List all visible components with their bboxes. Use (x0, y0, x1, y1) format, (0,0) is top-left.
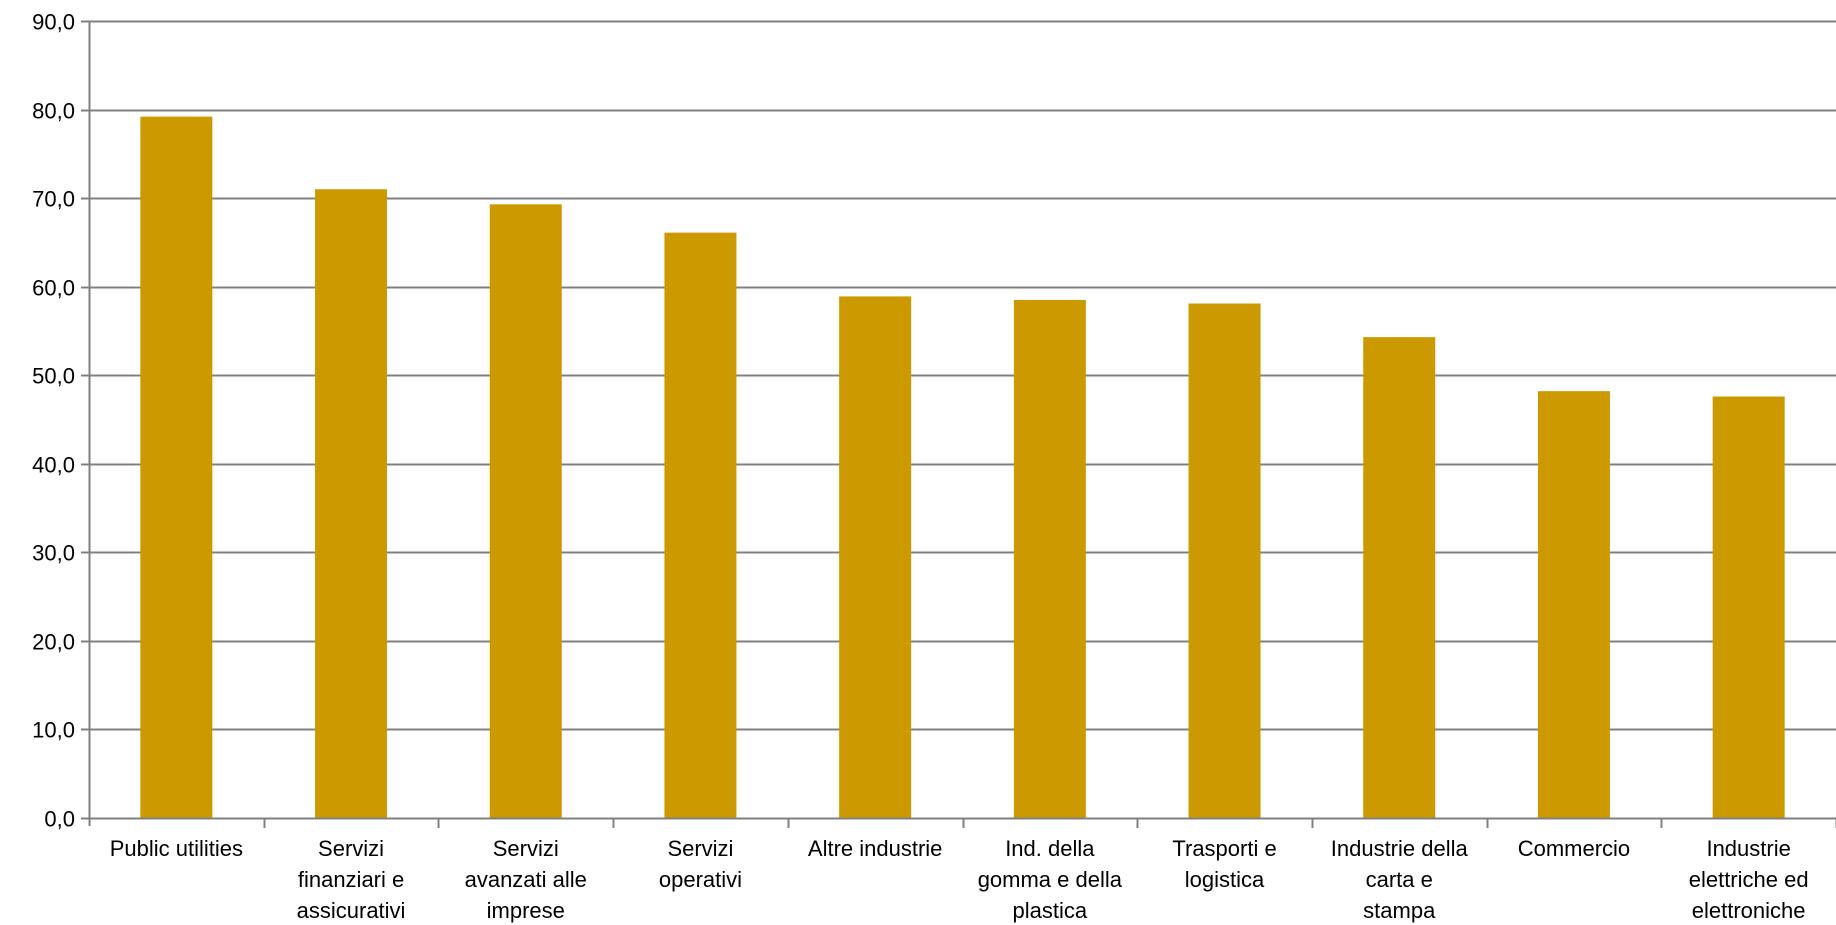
y-tick-label: 0,0 (44, 807, 75, 832)
bar (664, 232, 737, 819)
category-labels: Public utilities Servizi finanziari e assic… (110, 836, 1809, 923)
bar (1188, 303, 1261, 819)
bars (140, 116, 1785, 819)
category-label: Servizi operativi (659, 836, 742, 892)
y-tick-label: 90,0 (32, 10, 75, 35)
category-label: Servizi avanzati alle imprese (465, 836, 587, 923)
category-label: Industrie della carta e stampa (1331, 836, 1469, 923)
category-label: Altre industrie (808, 836, 943, 861)
category-label: Commercio (1518, 836, 1630, 861)
y-tick-label: 70,0 (32, 187, 75, 212)
y-tick-label: 50,0 (32, 364, 75, 389)
y-tick-label: 60,0 (32, 276, 75, 301)
y-tick-label: 80,0 (32, 99, 75, 124)
category-label: Trasporti e logistica (1172, 836, 1276, 892)
bar (839, 296, 912, 818)
y-tick-label: 30,0 (32, 541, 75, 566)
y-tick-labels: 0,0 10,0 20,0 30,0 40,0 50,0 60,0 70,0 80,0 90,0 (32, 10, 75, 832)
bar (1712, 396, 1785, 818)
category-label: Public utilities (110, 836, 243, 861)
bar (140, 116, 213, 818)
y-tick-label: 20,0 (32, 630, 75, 655)
axes (81, 20, 1836, 828)
category-label: Servizi finanziari e assicurativi (297, 836, 406, 923)
bar (1537, 391, 1610, 818)
category-label: Ind. della gomma e della plastica (978, 836, 1123, 923)
bar (315, 189, 388, 818)
bar (1363, 337, 1436, 818)
bar (1013, 299, 1086, 818)
y-tick-label: 10,0 (32, 718, 75, 743)
category-label: Industrie elettriche ed elettroniche (1689, 836, 1809, 923)
bar (489, 204, 562, 818)
y-tick-label: 40,0 (32, 453, 75, 478)
